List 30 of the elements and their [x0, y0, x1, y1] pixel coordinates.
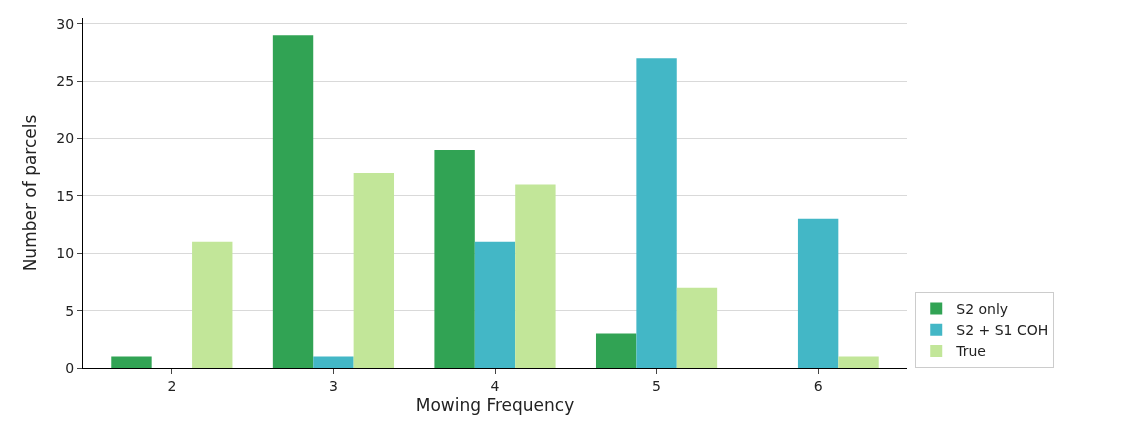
bar	[636, 58, 677, 368]
y-axis-title: Number of parcels	[19, 114, 40, 272]
x-tick-label: 2	[167, 377, 177, 394]
legend-label: S2 only	[956, 301, 1009, 318]
bar	[192, 241, 233, 368]
y-tick-label: 0	[65, 359, 75, 376]
bar	[595, 333, 637, 368]
x-axis-title: Mowing Frequency	[415, 395, 575, 416]
bar	[313, 356, 354, 368]
bar	[434, 149, 475, 368]
x-tick-label: 4	[490, 377, 500, 394]
y-tick-label: 15	[56, 187, 75, 204]
legend-label: True	[955, 343, 986, 360]
x-tick-label: 3	[328, 377, 338, 394]
y-tick-label: 30	[56, 15, 75, 32]
x-tick-label: 5	[652, 377, 662, 394]
y-tick-label: 25	[56, 73, 75, 90]
bar	[474, 241, 516, 368]
y-tick-label: 10	[56, 245, 75, 262]
legend-label: S2 + S1 COH	[956, 322, 1049, 339]
y-tick-label: 20	[56, 130, 75, 147]
bar	[111, 356, 152, 368]
bar	[676, 287, 718, 368]
bar	[272, 35, 314, 368]
bar	[515, 184, 556, 368]
bar	[797, 218, 839, 368]
bar	[353, 172, 395, 368]
bar	[838, 356, 879, 368]
y-tick-label: 5	[65, 302, 75, 319]
x-tick-label: 6	[813, 377, 823, 394]
